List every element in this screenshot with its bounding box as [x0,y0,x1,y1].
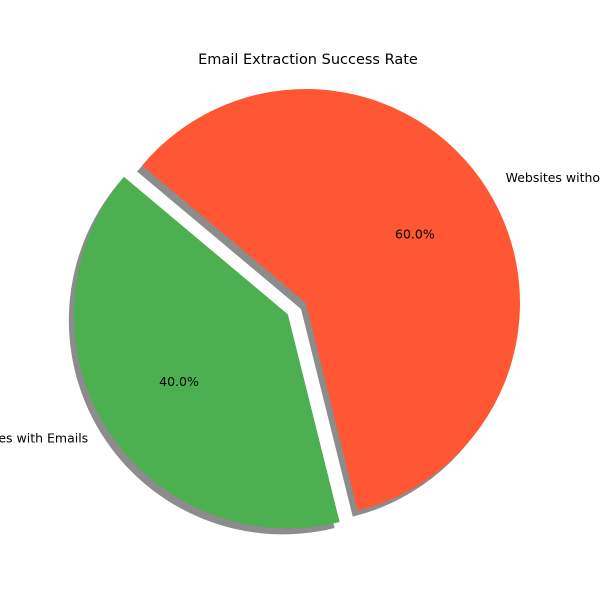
chart-title: Email Extraction Success Rate [198,52,418,68]
slice-category-label: Websites with Emails [0,431,88,446]
slice-percent-label: 60.0% [395,227,435,242]
pie-slice [73,176,340,529]
slice-category-label: Websites without Emails [506,170,600,185]
slice-labels: 40.0% Websites with Emails 60.0% Websites w… [0,170,600,446]
slice-percent-label: 40.0% [159,374,199,389]
slices [73,88,521,529]
pie-slice [142,88,521,511]
